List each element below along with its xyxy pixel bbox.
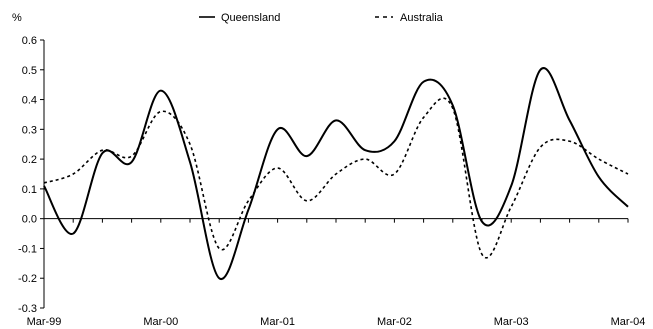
x-tick-label: Mar-02 [377, 316, 412, 328]
y-tick-label: 0.5 [22, 65, 37, 77]
series-line-queensland [43, 67, 629, 280]
x-tick-label: Mar-99 [27, 316, 62, 328]
x-tick-label: Mar-00 [143, 316, 178, 328]
series-line-australia [43, 97, 629, 259]
y-tick-label: 0.1 [22, 184, 37, 196]
legend-label-australia: Australia [400, 12, 444, 24]
x-axis: Mar-99 Mar-00 Mar-01 Mar-02 Mar-03 Mar-04 [27, 218, 646, 328]
x-tick-label: Mar-03 [494, 316, 529, 328]
legend-label-queensland: Queensland [221, 12, 280, 24]
y-tick-label: 0.3 [22, 124, 37, 136]
x-tick-label: Mar-04 [611, 316, 646, 328]
y-tick-label: 0.2 [22, 154, 37, 166]
y-tick-label: -0.3 [18, 303, 37, 315]
y-tick-label: -0.1 [18, 243, 37, 255]
x-tick-label: Mar-01 [260, 316, 295, 328]
series-layer [43, 67, 629, 280]
y-axis: 0.6 0.5 0.4 0.3 0.2 0.1 0.0 -0.1 -0.2 -0.3 [18, 35, 45, 315]
y-tick-label: 0.6 [22, 35, 37, 47]
y-axis-unit-label: % [12, 12, 22, 24]
y-tick-label: 0.0 [22, 214, 37, 226]
y-tick-label: -0.2 [18, 273, 37, 285]
legend: Queensland Australia [199, 12, 444, 24]
y-tick-label: 0.4 [22, 95, 37, 107]
